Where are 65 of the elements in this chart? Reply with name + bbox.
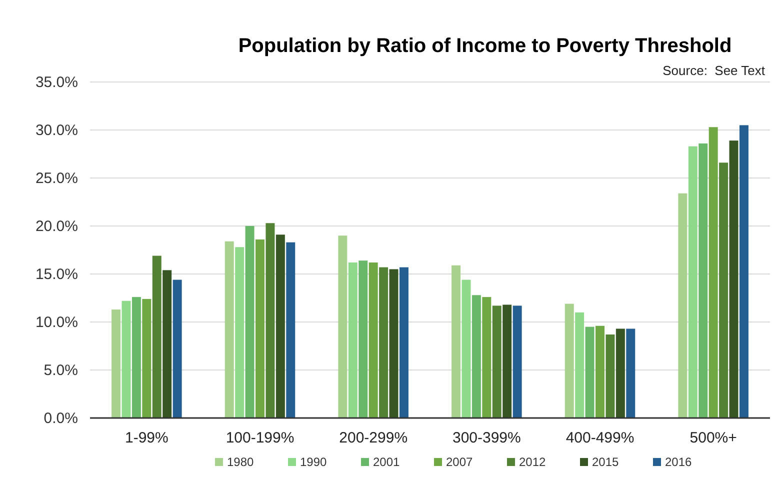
bar [266, 223, 275, 418]
bar [472, 295, 481, 418]
y-tick-label: 20.0% [35, 218, 78, 235]
bar [122, 300, 131, 418]
bar [276, 234, 285, 418]
bar [698, 143, 708, 418]
bar [606, 334, 615, 418]
x-tick-label: 200-299% [339, 430, 408, 447]
bar [596, 326, 604, 418]
chart-title: Population by Ratio of Income to Poverty Threshold [238, 35, 732, 57]
y-tick-label: 35.0% [35, 74, 78, 91]
bar [338, 236, 348, 418]
bar [358, 260, 368, 418]
legend-label: 2012 [519, 455, 546, 469]
bar [379, 267, 388, 418]
bar [462, 280, 471, 418]
y-tick-label: 30.0% [35, 122, 78, 139]
bar [368, 262, 378, 418]
y-tick-label: 5.0% [44, 362, 78, 379]
bar [245, 226, 254, 418]
legend-label: 1990 [300, 455, 328, 469]
bar [719, 162, 728, 418]
bar [348, 262, 358, 418]
legend-label: 2016 [665, 455, 692, 469]
x-tick-label: 300-399% [452, 430, 521, 447]
bar [286, 242, 296, 418]
bar [688, 146, 698, 418]
bar [235, 247, 244, 418]
bar [739, 125, 748, 418]
bar [492, 306, 502, 418]
y-tick-label: 0.0% [44, 410, 78, 427]
bar [575, 312, 584, 418]
bar [399, 267, 408, 418]
bar [162, 270, 172, 418]
bar [512, 306, 522, 418]
y-tick-label: 15.0% [35, 266, 78, 283]
bar [564, 304, 574, 418]
bar [678, 193, 688, 418]
y-tick-label: 25.0% [35, 170, 78, 187]
bar [132, 297, 141, 418]
legend-label: 2001 [373, 455, 400, 469]
x-tick-label: 100-199% [226, 430, 294, 447]
x-tick-label: 500%+ [690, 430, 738, 447]
bar [224, 241, 234, 418]
bar [616, 328, 625, 418]
bar [389, 269, 398, 418]
bar [729, 140, 738, 418]
bar [142, 298, 152, 418]
source-note: Source: See Text [662, 63, 766, 78]
bar [172, 280, 182, 418]
bar [256, 239, 264, 418]
bar [452, 265, 461, 418]
legend-label: 2015 [592, 455, 620, 469]
bar [112, 310, 121, 418]
bar [152, 256, 162, 418]
bar [482, 297, 492, 418]
bar [626, 328, 636, 418]
bar [502, 304, 512, 418]
legend-label: 1980 [227, 455, 254, 469]
legend-label: 2007 [446, 455, 474, 469]
bar [708, 127, 718, 418]
x-tick-label: 400-499% [566, 430, 634, 447]
y-tick-label: 10.0% [35, 314, 78, 331]
bar [585, 326, 594, 418]
x-tick-label: 1-99% [124, 430, 168, 447]
